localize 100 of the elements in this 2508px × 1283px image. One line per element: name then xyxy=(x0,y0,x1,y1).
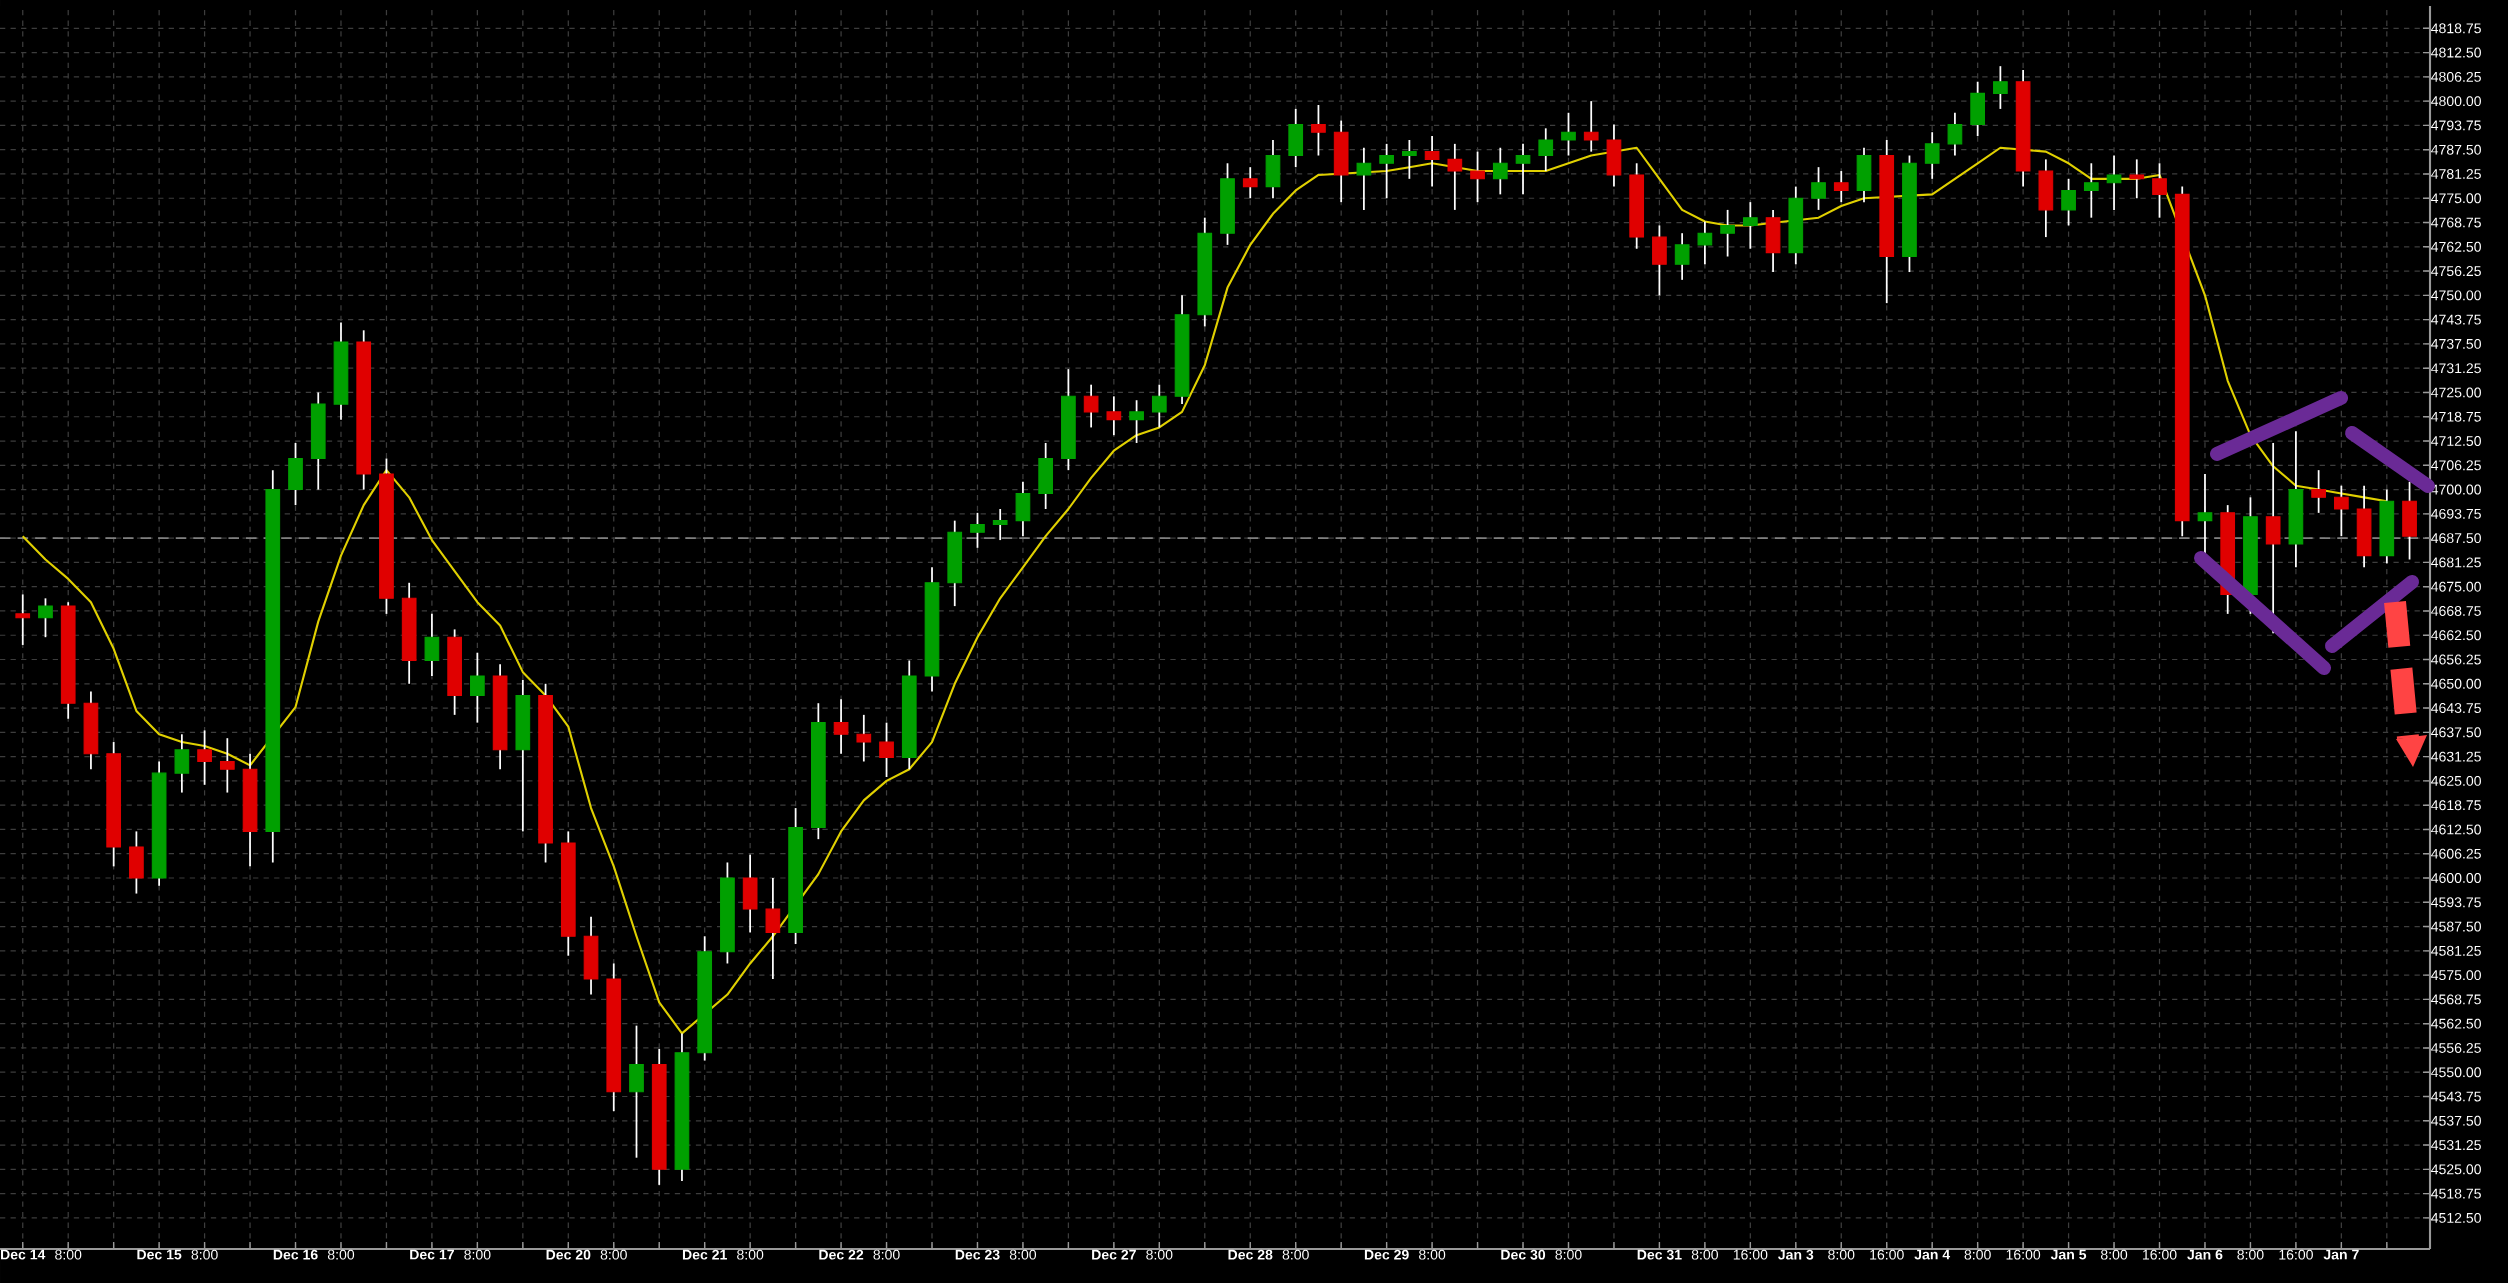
candlestick xyxy=(1311,104,1326,157)
candlestick xyxy=(1492,146,1508,196)
candlestick xyxy=(197,729,212,786)
y-tick-label: 4675.00 xyxy=(2431,581,2481,592)
y-tick-label: 4637.50 xyxy=(2431,727,2481,738)
y-tick-label: 4587.50 xyxy=(2431,921,2481,932)
y-tick-label: 4593.75 xyxy=(2431,897,2481,908)
candlestick xyxy=(1720,209,1735,258)
y-tick-label: 4781.25 xyxy=(2431,169,2481,179)
x-tick-label: Dec 20 xyxy=(546,1249,591,1260)
candlestick xyxy=(1242,166,1258,200)
x-tick-label: 8:00 xyxy=(2237,1249,2264,1260)
candlestick xyxy=(833,698,849,755)
y-tick-label: 4550.00 xyxy=(2431,1067,2481,1078)
x-tick-label: Dec 16 xyxy=(273,1249,318,1260)
y-tick-label: 4706.25 xyxy=(2431,460,2481,471)
x-tick-label: 8:00 xyxy=(1009,1249,1037,1260)
y-tick-label: 4775.00 xyxy=(2431,193,2481,204)
y-tick-label: 4681.25 xyxy=(2431,557,2481,568)
y-tick-label: 4606.25 xyxy=(2431,848,2481,859)
candlestick xyxy=(1697,220,1713,266)
y-tick-label: 4812.50 xyxy=(2431,47,2481,58)
y-tick-label: 4625.00 xyxy=(2431,775,2481,786)
candlestick xyxy=(2334,484,2349,538)
x-tick-label: Dec 29 xyxy=(1364,1249,1409,1260)
candlestick xyxy=(1742,201,1758,250)
y-tick-label: 4700.00 xyxy=(2431,484,2481,495)
candlestick xyxy=(1083,383,1099,429)
x-tick-label: 8:00 xyxy=(2100,1249,2128,1260)
y-tick-label: 4525.00 xyxy=(2431,1164,2481,1175)
y-tick-label: 4687.50 xyxy=(2431,533,2481,544)
candlestick xyxy=(174,733,190,794)
y-tick-label: 4512.50 xyxy=(2431,1212,2481,1223)
y-tick-label: 4768.75 xyxy=(2431,217,2481,228)
candlestick xyxy=(1833,170,1849,204)
candlestick xyxy=(1470,150,1485,204)
candlestick xyxy=(879,721,894,778)
candlestick xyxy=(1356,146,1372,211)
y-tick-label: 4581.25 xyxy=(2431,945,2481,956)
y-tick-label: 4656.25 xyxy=(2431,654,2481,665)
x-tick-label: Jan 5 xyxy=(2050,1249,2087,1260)
x-tick-label: 8:00 xyxy=(55,1249,82,1260)
x-tick-label: 8:00 xyxy=(1828,1249,1855,1260)
x-tick-label: 16:00 xyxy=(1870,1249,1904,1260)
x-tick-label: Dec 30 xyxy=(1501,1249,1546,1260)
x-tick-label: Dec 23 xyxy=(955,1249,1000,1260)
x-tick-label: Dec 14 xyxy=(1,1249,46,1260)
y-tick-label: 4537.50 xyxy=(2431,1115,2481,1126)
candlestick xyxy=(1674,232,1690,281)
candlestick xyxy=(424,613,440,677)
candlestick xyxy=(1424,135,1440,188)
candlestick xyxy=(1129,399,1144,444)
y-tick-label: 4743.75 xyxy=(2431,314,2481,325)
y-tick-label: 4712.50 xyxy=(2431,436,2481,446)
y-tick-label: 4662.50 xyxy=(2431,630,2481,641)
candlestick xyxy=(1811,166,1826,211)
candlestick xyxy=(470,651,485,724)
candlestick xyxy=(2152,162,2167,219)
candlestick xyxy=(2106,154,2122,211)
y-tick-label: 4800.00 xyxy=(2431,96,2481,107)
x-tick-label: Dec 17 xyxy=(410,1249,454,1260)
y-tick-label: 4668.75 xyxy=(2431,606,2481,616)
y-tick-label: 4650.00 xyxy=(2431,678,2481,689)
candlestick xyxy=(765,877,781,980)
candlestick xyxy=(1447,143,1463,211)
x-tick-label: 8:00 xyxy=(1419,1249,1446,1260)
x-tick-label: 8:00 xyxy=(1691,1249,1719,1260)
y-tick-label: 4631.25 xyxy=(2431,751,2481,762)
y-tick-label: 4643.75 xyxy=(2431,703,2481,714)
y-tick-label: 4568.75 xyxy=(2431,994,2481,1005)
x-tick-label: 8:00 xyxy=(327,1249,355,1260)
x-tick-label: 8:00 xyxy=(1282,1249,1309,1260)
x-tick-label: Dec 22 xyxy=(819,1249,864,1260)
candlestick xyxy=(2129,158,2145,200)
y-tick-label: 4618.75 xyxy=(2431,800,2481,811)
y-tick-label: 4543.75 xyxy=(2431,1091,2481,1102)
candlestick xyxy=(1151,383,1167,429)
y-tick-label: 4762.50 xyxy=(2431,241,2481,252)
x-tick-label: Dec 31 xyxy=(1637,1249,1682,1260)
x-tick-label: 8:00 xyxy=(1146,1249,1173,1260)
y-tick-label: 4756.25 xyxy=(2431,266,2481,277)
y-tick-label: 4818.75 xyxy=(2431,23,2481,34)
y-tick-label: 4562.50 xyxy=(2431,1018,2481,1029)
candlestick xyxy=(1402,139,1417,180)
x-tick-label: 16:00 xyxy=(2142,1249,2177,1260)
x-tick-label: Dec 21 xyxy=(682,1249,727,1260)
candlestick xyxy=(1106,395,1122,437)
x-tick-label: 8:00 xyxy=(737,1249,764,1260)
y-tick-label: 4793.75 xyxy=(2431,120,2481,131)
candlestick xyxy=(38,597,53,639)
candlestick xyxy=(1515,143,1531,196)
x-tick-label: Jan 6 xyxy=(2187,1249,2223,1260)
y-tick-label: 4806.25 xyxy=(2431,71,2481,82)
y-tick-label: 4718.75 xyxy=(2431,411,2481,422)
y-tick-label: 4531.25 xyxy=(2431,1140,2481,1151)
x-tick-label: Jan 7 xyxy=(2323,1249,2359,1260)
x-tick-label: 8:00 xyxy=(191,1249,218,1260)
x-tick-label: 8:00 xyxy=(1964,1249,1991,1260)
candlestick xyxy=(219,737,235,794)
y-tick-label: 4693.75 xyxy=(2431,508,2481,519)
